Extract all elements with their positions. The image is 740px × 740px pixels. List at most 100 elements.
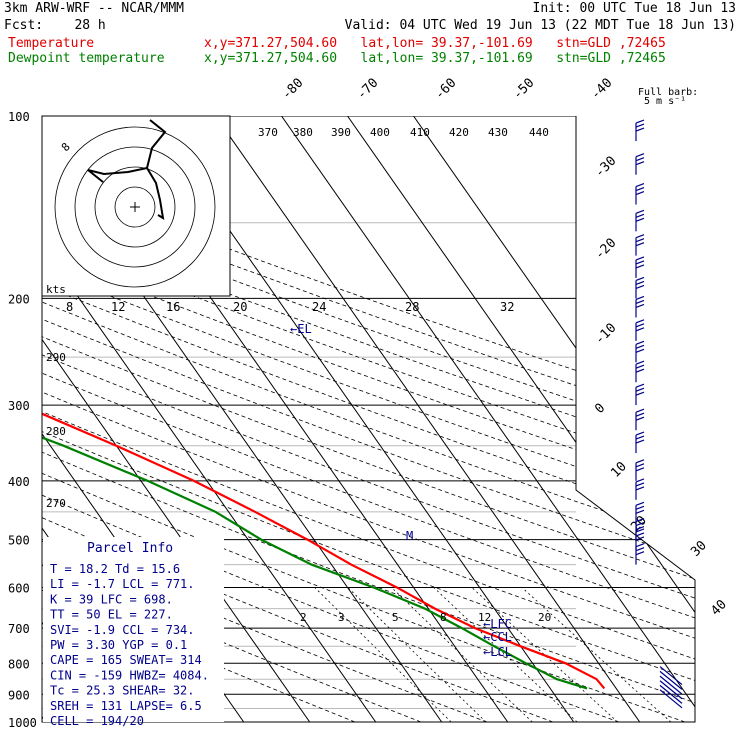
wind-barb-flag — [635, 303, 645, 309]
parcel-info-row: TT = 50 EL = 227. — [50, 608, 173, 622]
wind-barb-flag — [635, 431, 645, 436]
wind-barb-flag — [635, 323, 645, 328]
wind-barb-flag — [635, 532, 645, 537]
parcel-info-row: PW = 3.30 YGP = 0.1 — [50, 638, 187, 652]
hodograph-trace — [87, 167, 148, 183]
theta-label: 290 — [46, 351, 66, 364]
isotherm-label: 10 — [608, 459, 630, 481]
parcel-info-title: Parcel Info — [87, 541, 173, 556]
wind-barb-flag — [635, 280, 645, 285]
wind-barb-flag — [635, 364, 645, 369]
hodograph-ring — [114, 186, 156, 228]
wind-barb-flag — [635, 157, 645, 162]
wind-barb-flag — [635, 238, 645, 243]
dry-adiabat-line — [42, 116, 695, 722]
parcel-info-row: K = 39 LFC = 698. — [50, 592, 173, 606]
wind-barb-flag — [635, 482, 645, 487]
hodograph-box — [41, 115, 231, 297]
isotherm-line — [413, 116, 695, 722]
wind-barb-flag — [635, 190, 645, 196]
pressure-tick-label: 900 — [8, 688, 30, 702]
dry-adiabat-line — [42, 116, 695, 722]
dry-adiabat-line — [42, 116, 695, 722]
dry-adiabat-line — [42, 116, 695, 722]
dry-adiabat-line — [42, 116, 695, 722]
mixing-ratio-line — [471, 587, 618, 722]
wind-barb-flag — [635, 119, 645, 124]
theta-label: 440 — [529, 126, 549, 139]
wind-barb — [659, 689, 683, 709]
wind-barb-flag — [635, 295, 645, 301]
wind-barb-flag — [635, 408, 645, 413]
theta-label: 420 — [449, 126, 469, 139]
wind-barb-flag — [635, 276, 645, 281]
parcel-info-row: SREH = 131 LAPSE= 6.5 — [50, 699, 202, 713]
wind-barb-flag — [635, 478, 645, 483]
wind-barb-flag — [635, 518, 645, 523]
theta-label: 370 — [258, 126, 278, 139]
parcel-info-box — [43, 537, 224, 722]
pressure-tick-label: 1000 — [8, 716, 37, 730]
wind-barb-flag — [635, 368, 645, 373]
mixing-ratio-label: 2 — [300, 611, 307, 624]
model-title: 3km ARW-WRF -- NCAR/MMM — [4, 1, 185, 16]
isotherm-line — [42, 116, 311, 722]
barb-legend-title: Full barb: — [638, 87, 698, 98]
theta-label: 380 — [293, 126, 313, 139]
wind-barb-flag — [635, 526, 645, 531]
wind-barb-flag — [635, 501, 645, 506]
wind-barb-flag — [635, 439, 645, 444]
plot-frame — [41, 116, 696, 723]
valid-time: Valid: 04 UTC Wed 19 Jun 13 (22 MDT Tue … — [344, 18, 736, 33]
barb-legend-value: 5 m s⁻¹ — [644, 96, 686, 107]
dewpoint-line — [42, 116, 588, 690]
wind-barb-flag — [635, 383, 645, 388]
dry-adiabat-line — [42, 116, 356, 722]
wind-barb-flag — [635, 387, 645, 392]
wind-barb — [659, 680, 683, 700]
isotherm-line — [42, 116, 377, 722]
wind-barb-flag — [635, 551, 645, 556]
mixing-ratio-line — [433, 587, 578, 722]
dry-adiabat-line — [42, 116, 695, 722]
pressure-tick-label: 700 — [8, 622, 30, 636]
parcel-info-row: T = 18.2 Td = 15.6 — [50, 562, 180, 576]
wind-barb-flag — [635, 543, 645, 548]
wind-barb-flag — [635, 416, 645, 421]
isotherm-label: -30 — [592, 154, 619, 181]
isotherm-label: -20 — [592, 236, 619, 263]
hodograph-trace — [145, 119, 167, 220]
wind-barb-flag — [635, 528, 645, 533]
hodograph-ring-label: 28 — [405, 300, 419, 314]
wind-barb-flag — [635, 319, 645, 324]
wind-barb — [659, 670, 683, 690]
dry-adiabat-line — [42, 116, 695, 722]
pressure-tick-label: 200 — [8, 292, 30, 306]
wind-barb-flag — [635, 467, 645, 472]
mixing-ratio-label: 3 — [338, 611, 345, 624]
mixing-ratio-line — [391, 587, 533, 722]
hodograph-units: kts — [46, 283, 66, 296]
pressure-tick-label: 300 — [8, 399, 30, 413]
wind-barb-flag — [635, 463, 645, 468]
wind-barb-flag — [635, 360, 645, 365]
annotation-el: ←EL — [290, 322, 312, 336]
wind-barb-flag — [635, 213, 645, 218]
isotherm-line — [281, 116, 695, 722]
dry-adiabat-line — [42, 116, 695, 722]
theta-label: 400 — [370, 126, 390, 139]
wind-barb-flag — [635, 123, 645, 128]
wind-barb — [659, 684, 683, 704]
isotherm-label: -50 — [510, 76, 537, 103]
hodograph-ring-label: 20 — [233, 300, 247, 314]
isotherm-label: 40 — [708, 597, 730, 619]
wind-barb-flag — [635, 344, 645, 349]
dry-adiabat-line — [42, 116, 695, 722]
parcel-info-row: CAPE = 165 SWEAT= 314 — [50, 653, 202, 667]
dry-adiabat-line — [42, 116, 695, 722]
wind-barb-flag — [635, 284, 645, 289]
wind-barb-flag — [635, 153, 645, 158]
wind-barb-flag — [635, 509, 645, 514]
hodograph-ring-label: 32 — [500, 300, 514, 314]
